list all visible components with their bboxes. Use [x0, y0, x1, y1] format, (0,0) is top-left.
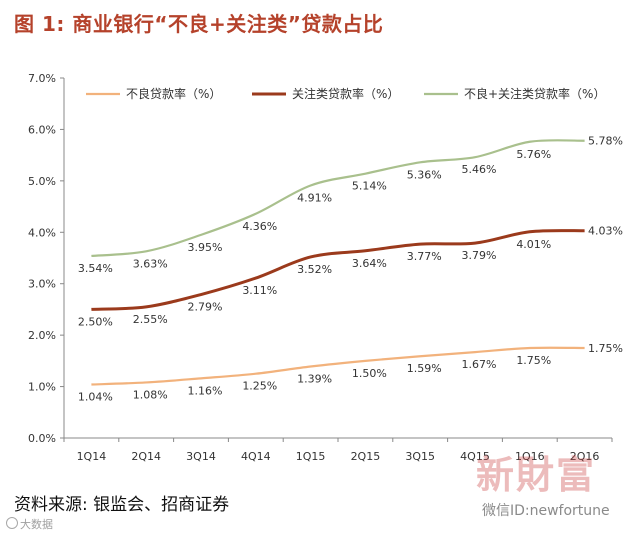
x-tick-label: 1Q14	[77, 450, 107, 463]
data-label-npl: 1.16%	[188, 384, 223, 397]
data-label-special: 3.52%	[297, 263, 332, 276]
data-label-special: 4.01%	[516, 238, 551, 251]
y-tick-label: 4.0%	[28, 226, 56, 239]
data-label-npl: 1.67%	[462, 358, 497, 371]
x-tick-label: 1Q16	[515, 450, 545, 463]
series-line-combined	[91, 139, 585, 258]
data-label-combined: 5.76%	[516, 148, 551, 161]
y-tick-label: 7.0%	[28, 72, 56, 85]
series-line-npl	[91, 346, 585, 386]
data-label-npl: 1.04%	[78, 391, 113, 404]
y-tick-label: 3.0%	[28, 278, 56, 291]
legend-label-npl: 不良贷款率（%）	[126, 86, 221, 101]
data-label-npl: 1.39%	[297, 373, 332, 386]
data-label-npl: 1.75%	[516, 354, 551, 367]
y-tick-label: 5.0%	[28, 175, 56, 188]
x-tick-label: 2Q14	[131, 450, 161, 463]
x-tick-label: 4Q14	[241, 450, 271, 463]
data-label-special: 3.64%	[352, 257, 387, 270]
x-tick-label: 2Q16	[570, 450, 600, 463]
data-label-combined: 3.95%	[188, 241, 223, 254]
data-label-npl: 1.75%	[588, 342, 623, 355]
x-tick-label: 2Q15	[351, 450, 381, 463]
legend-label-special: 关注类贷款率（%）	[292, 86, 399, 101]
watermark-id: 微信ID:newfortune	[482, 503, 610, 519]
x-tick-label: 1Q15	[296, 450, 326, 463]
data-label-special: 3.79%	[462, 249, 497, 262]
data-label-npl: 1.08%	[133, 388, 168, 401]
series-line-special	[91, 229, 585, 311]
data-label-special: 2.50%	[78, 315, 113, 328]
data-label-special: 3.77%	[407, 250, 442, 263]
camera-icon	[6, 517, 18, 529]
data-label-special: 2.55%	[133, 313, 168, 326]
data-label-npl: 1.25%	[242, 380, 277, 393]
data-label-combined: 5.14%	[352, 180, 387, 193]
data-label-combined: 3.54%	[78, 262, 113, 275]
x-tick-label: 3Q15	[405, 450, 435, 463]
watermark-brand: 新財富	[476, 452, 597, 497]
data-label-special: 3.11%	[242, 284, 277, 297]
data-label-special: 2.79%	[188, 301, 223, 314]
data-label-combined: 5.46%	[462, 163, 497, 176]
figure-title: 图 1: 商业银行“不良+关注类”贷款占比	[14, 12, 384, 36]
y-tick-label: 2.0%	[28, 329, 56, 342]
data-label-combined: 4.91%	[297, 191, 332, 204]
watermark-small: 大数据	[6, 516, 53, 532]
x-tick-label: 4Q15	[460, 450, 490, 463]
source-note: 资料来源: 银监会、招商证券	[14, 495, 230, 515]
legend-label-combined: 不良+关注类贷款率（%）	[464, 86, 605, 101]
watermark-small-text: 大数据	[20, 518, 53, 531]
data-label-special: 4.03%	[588, 225, 623, 238]
data-label-combined: 4.36%	[242, 220, 277, 233]
y-tick-label: 1.0%	[28, 381, 56, 394]
x-tick-label: 3Q14	[186, 450, 216, 463]
data-label-npl: 1.59%	[407, 362, 442, 375]
y-tick-label: 6.0%	[28, 123, 56, 136]
data-label-combined: 5.78%	[588, 135, 623, 148]
data-label-combined: 3.63%	[133, 257, 168, 270]
data-label-npl: 1.50%	[352, 367, 387, 380]
data-label-combined: 5.36%	[407, 168, 442, 181]
y-tick-label: 0.0%	[28, 432, 56, 445]
